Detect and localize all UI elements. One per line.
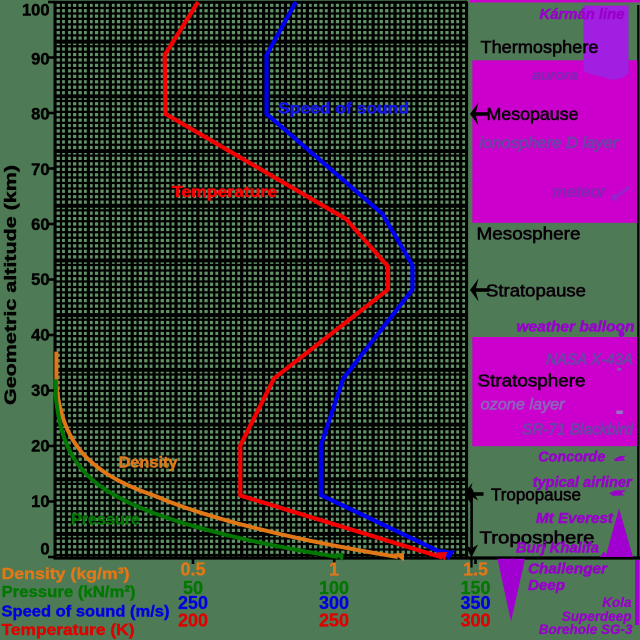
svg-text:Stratopause: Stratopause	[486, 281, 586, 301]
svg-text:70: 70	[31, 161, 49, 179]
svg-text:1.5: 1.5	[463, 560, 488, 580]
svg-text:Troposphere: Troposphere	[480, 528, 595, 548]
svg-text:Mesopause: Mesopause	[487, 104, 579, 124]
svg-text:10: 10	[31, 493, 49, 511]
svg-text:Challenger: Challenger	[528, 561, 608, 578]
svg-text:80: 80	[31, 105, 49, 123]
svg-text:90: 90	[31, 50, 49, 68]
svg-text:150: 150	[460, 578, 490, 598]
svg-text:Speed of sound (m/s): Speed of sound (m/s)	[2, 603, 170, 620]
svg-text:300: 300	[319, 593, 349, 613]
svg-text:ozone layer: ozone layer	[481, 397, 566, 414]
svg-text:Mt Everest: Mt Everest	[536, 510, 614, 527]
svg-text:50: 50	[31, 271, 49, 289]
svg-text:20: 20	[31, 437, 49, 455]
svg-text:aurora: aurora	[532, 68, 578, 83]
svg-text:Thermosphere: Thermosphere	[481, 37, 599, 57]
svg-text:Density: Density	[119, 455, 178, 472]
svg-text:30: 30	[31, 382, 49, 400]
svg-text:40: 40	[31, 326, 49, 344]
svg-text:Tropopause: Tropopause	[491, 485, 581, 505]
svg-text:SR-71 Blackbird: SR-71 Blackbird	[522, 422, 634, 439]
svg-text:0: 0	[40, 540, 49, 558]
svg-text:Borehole SG-3: Borehole SG-3	[539, 622, 633, 637]
svg-text:Deep: Deep	[528, 577, 565, 594]
svg-text:300: 300	[460, 611, 490, 631]
svg-text:100: 100	[22, 1, 50, 19]
svg-text:100: 100	[319, 578, 349, 598]
svg-text:200: 200	[178, 611, 208, 631]
svg-text:250: 250	[178, 593, 208, 613]
svg-text:Kármán line: Kármán line	[540, 6, 625, 23]
svg-text:Superdeep: Superdeep	[562, 609, 632, 624]
svg-text:Geometric altitude (km): Geometric altitude (km)	[2, 165, 20, 405]
svg-text:Speed of sound: Speed of sound	[278, 101, 409, 118]
svg-text:1: 1	[329, 560, 339, 580]
svg-text:60: 60	[31, 216, 49, 234]
svg-text:Pressure (kN/m²): Pressure (kN/m²)	[2, 584, 136, 601]
svg-text:meteor: meteor	[552, 184, 606, 201]
svg-text:ionosphere D layer: ionosphere D layer	[479, 135, 619, 152]
svg-text:Temperature (K): Temperature (K)	[2, 622, 135, 639]
svg-text:Concorde: Concorde	[538, 449, 605, 466]
svg-text:250: 250	[319, 611, 349, 631]
svg-text:350: 350	[460, 593, 490, 613]
svg-text:Stratosphere: Stratosphere	[478, 371, 586, 391]
svg-text:0.5: 0.5	[180, 560, 205, 580]
svg-text:typical airliner: typical airliner	[533, 474, 633, 491]
svg-text:NASA X-43A: NASA X-43A	[546, 352, 633, 369]
svg-text:Burj Khalifa: Burj Khalifa	[516, 540, 599, 557]
svg-text:50: 50	[183, 578, 203, 598]
svg-text:Density (kg/m³): Density (kg/m³)	[2, 566, 130, 583]
svg-text:Mesosphere: Mesosphere	[477, 224, 581, 244]
svg-text:Kola: Kola	[602, 595, 632, 610]
svg-text:Temperature: Temperature	[172, 184, 277, 201]
svg-text:weather balloon: weather balloon	[517, 319, 635, 336]
svg-text:Pressure: Pressure	[71, 512, 140, 529]
